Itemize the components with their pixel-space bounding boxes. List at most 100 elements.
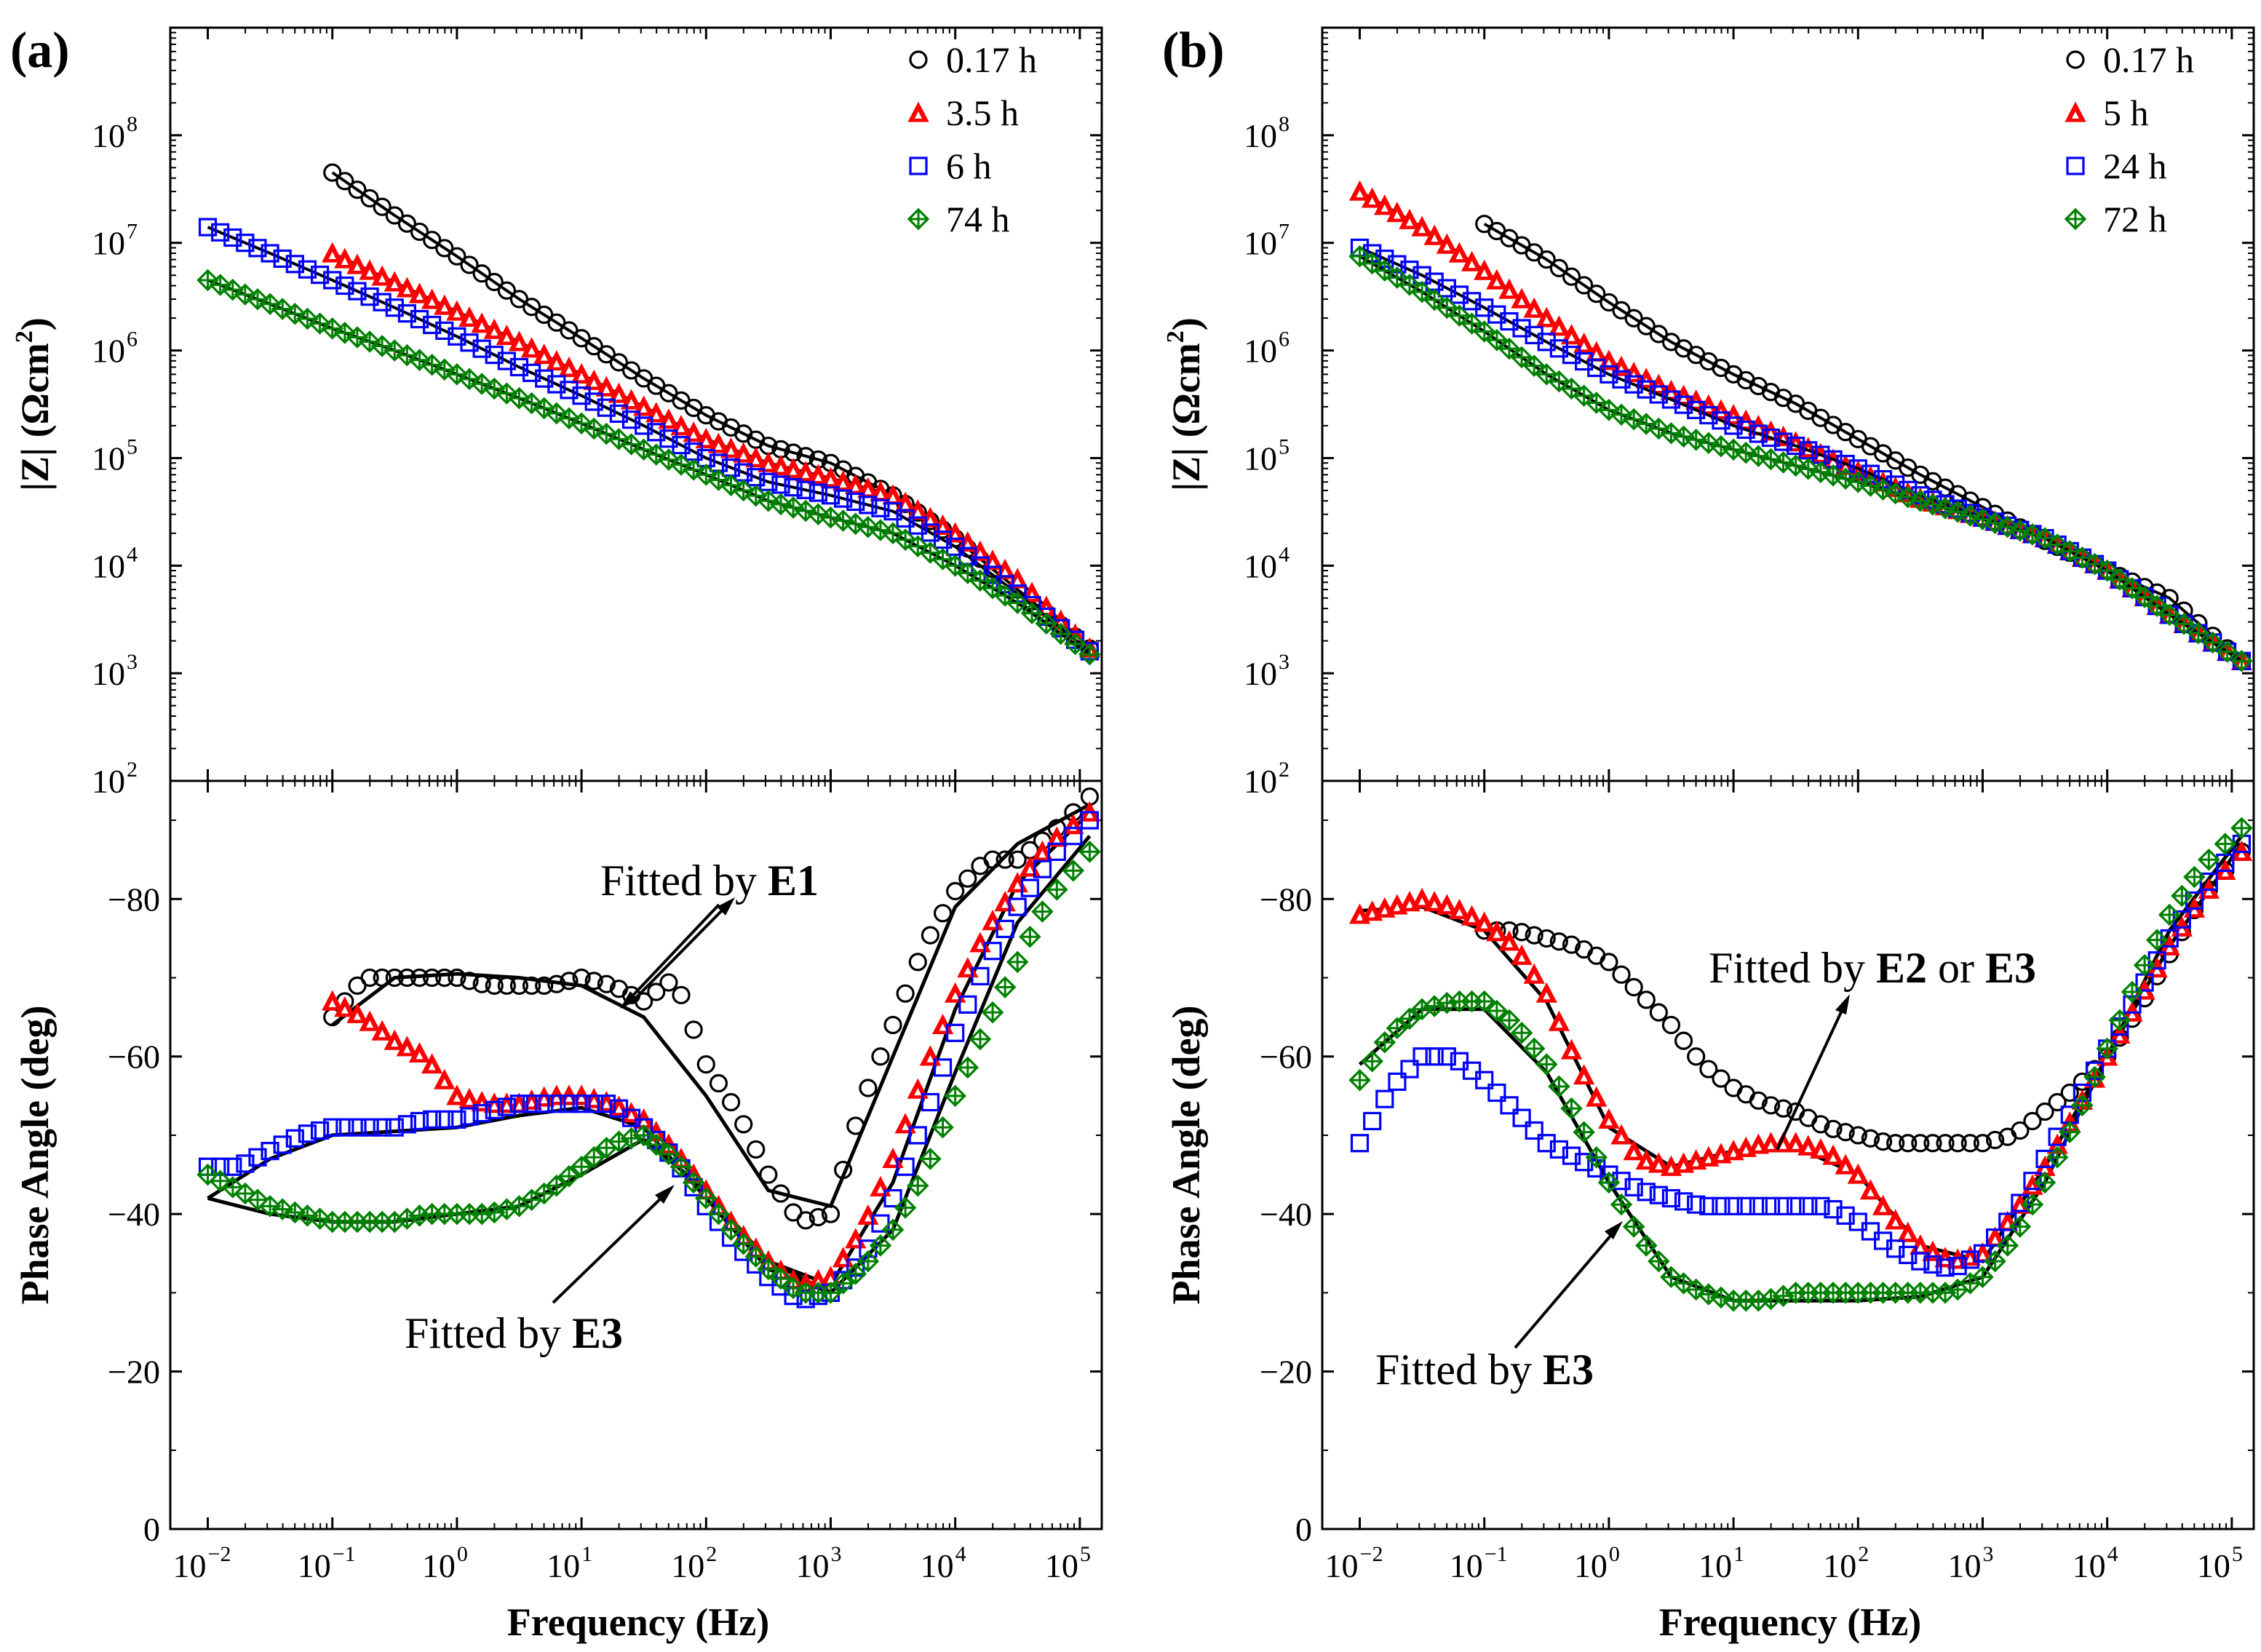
panel-a-phase-point-74-h-outline (258, 1195, 282, 1218)
panel-b-x-tick-label: 10 (1947, 1547, 1981, 1584)
panel-b-phase-point-24-h (1661, 1188, 1681, 1208)
panel-b-phase-point-72-h (2198, 848, 2220, 871)
panel-a-impedance-point-74-h (296, 307, 319, 330)
panel-b-phase-point-0-17-h (1773, 1099, 1793, 1118)
panel-a-impedance-point-6-h (522, 363, 541, 382)
panel-a-phase-point-74-h-outline (956, 1056, 979, 1079)
panel-a-phase-point-0-17-h (946, 881, 965, 901)
panel-b-phase-point-0-17-h (1512, 923, 1531, 942)
panel-b-phase-point-72-h (1573, 1121, 1595, 1143)
panel-b-legend-marker-72-h-outline (2064, 207, 2087, 231)
panel-a-phase-point-6-h (609, 1099, 629, 1118)
panel-a-phase-point-74-h-outline (769, 1267, 792, 1290)
panel-b-impedance-point-5-h-inner (1667, 389, 1675, 397)
panel-b-impedance-point-24-h (1661, 390, 1681, 409)
panel-a-impedance-point-74-h (333, 322, 357, 344)
panel-b-phase-y-tick-label: −40 (1260, 1196, 1312, 1233)
panel-b-phase-point-5-h-inner (1567, 1049, 1575, 1057)
panel-b-impedance-point-72-h-outline (1859, 474, 1882, 497)
panel-a-impedance-point-74-h-outline (881, 522, 905, 545)
panel-b-impedance-point-5-h-inner (1555, 325, 1563, 333)
panel-b-phase-point-72-h-outline (1498, 1009, 1521, 1032)
panel-a-phase-point-6-h (996, 919, 1014, 939)
panel-a-phase-y-tick-label: −40 (108, 1196, 160, 1233)
panel-b-phase-point-72-h (2171, 884, 2193, 908)
panel-a-impedance-point-3-5-h-inner (790, 467, 798, 475)
panel-a-phase-point-3-5-h-inner (328, 999, 336, 1007)
panel-b-phase-point-5-h-inner (2016, 1203, 2024, 1211)
panel-a-x-tick-exponent: 3 (830, 1542, 841, 1566)
panel-a-impedance-point-74-h (1064, 632, 1086, 656)
panel-b-impedance-point-72-h (2216, 640, 2238, 663)
panel-a-impedance-point-74-h-outline (1035, 612, 1058, 635)
panel-b-impedance-point-5-h-inner (1605, 359, 1613, 367)
panel-b-phase-point-24-h (1799, 1196, 1818, 1215)
panel-a-phase-point-0-17-h (796, 1211, 815, 1230)
panel-a-impedance-point-0-17-h (460, 255, 479, 274)
panel-b-phase-point-0-17-h (1936, 1134, 1955, 1153)
panel-a-impedance-point-74-h (209, 274, 231, 296)
panel-a-impedance-point-74-h-outline (981, 576, 1004, 600)
panel-a-phase-point-3-5-h-inner (528, 1099, 536, 1107)
panel-a-phase-point-0-17-h (423, 968, 442, 988)
panel-b-impedance-axis-title: |Z| (Ωcm2) (1162, 317, 1208, 491)
panel-a-impedance-point-3-5-h-inner (902, 501, 910, 509)
panel-a-impedance-point-74-h (907, 535, 929, 557)
panel-b-phase-point-0-17-h (1948, 1134, 1967, 1153)
panel-a-phase-fit-e1-fit-0-17-h (331, 803, 1091, 1209)
panel-b-impedance-point-72-h (1510, 346, 1533, 369)
ylabel-main: |Z| (Ωcm (1164, 343, 1208, 491)
panel-b-impedance-point-72-h-outline (2071, 546, 2094, 569)
panel-b-impedance-point-0-17-h (1562, 267, 1581, 286)
panel-b-impedance-point-72-h (1398, 274, 1421, 296)
panel-b-x-tick-label: 10 (1325, 1547, 1359, 1584)
panel-b-phase-point-5-h-inner (1530, 973, 1538, 981)
panel-a-impedance-point-3-5-h-inner (776, 464, 784, 472)
panel-a-phase-point-0-17-h (547, 974, 566, 993)
panel-b-phase-point-72-h (1498, 1009, 1521, 1032)
panel-a-phase-point-6-h (921, 1092, 939, 1112)
panel-b-impedance-point-72-h-outline (1772, 451, 1795, 474)
panel-b-annotation-e2-e3-normal2: or (1927, 944, 1985, 992)
panel-a-phase-point-74-h-outline (993, 976, 1017, 998)
panel-b-phase-point-0-17-h (1973, 1134, 1992, 1153)
panel-b-impedance-point-5-h-inner (1829, 458, 1837, 466)
panel-a-impedance-point-3-5-h-inner (677, 424, 686, 432)
panel-b-phase-point-72-h-outline (1996, 1234, 2019, 1257)
panel-a-impedance-point-74-h-outline (931, 548, 954, 571)
panel-b-phase-point-5-h-inner (1380, 907, 1388, 915)
panel-b-phase-point-0-17-h (2023, 1111, 2042, 1131)
panel-b-phase-point-5-h-inner (1630, 1149, 1638, 1157)
panel-a-impedance-point-74-h-outline (520, 392, 543, 415)
panel-b-phase-point-24-h (2199, 872, 2218, 891)
panel-a-phase-point-0-17-h (509, 976, 529, 995)
panel-a-impedance-point-74-h-outline (993, 584, 1017, 607)
panel-a-phase-axis-title: Phase Angle (deg) (13, 1006, 57, 1305)
panel-a-phase-point-0-17-h (771, 1184, 790, 1203)
panel-b-impedance-point-72-h (2059, 540, 2081, 563)
panel-a-impedance-point-6-h (597, 398, 616, 417)
panel-a-phase-point-74-h (969, 1028, 992, 1051)
panel-a-phase-point-74-h-outline (408, 1204, 431, 1227)
panel-a-phase-point-3-5-h-inner (951, 992, 959, 1000)
panel-b-impedance-point-72-h-outline (2216, 640, 2238, 663)
panel-a-impedance-y-tick-exponent: 7 (127, 220, 138, 244)
panel-a-impedance-point-6-h (285, 255, 304, 274)
panel-b-impedance-point-72-h-outline (1872, 478, 1894, 501)
panel-b-phase-point-72-h-outline (2021, 1193, 2044, 1216)
panel-b-impedance-point-72-h (1498, 337, 1521, 360)
panel-a-phase-point-3-5-h-inner (1038, 850, 1046, 858)
panel-b-impedance-point-72-h-outline (1423, 288, 1446, 311)
panel-a-phase-point-3-5-h-inner (963, 966, 971, 974)
panel-b-impedance-point-5-h-inner (1455, 252, 1463, 260)
panel-a-phase-point-6-h (621, 1108, 641, 1127)
panel-a-impedance-point-6-h (821, 486, 841, 505)
panel-b-phase-point-5-h-inner (1418, 897, 1426, 905)
panel-b-phase-point-24-h (1986, 1228, 2005, 1247)
panel-b-phase-point-0-17-h (2011, 1121, 2030, 1140)
panel-a-x-tick-exponent: 5 (1080, 1542, 1091, 1566)
panel-a-phase-point-6-h (883, 1188, 902, 1208)
panel-b-phase-point-5-h-inner (2041, 1165, 2049, 1173)
panel-a-impedance-point-74-h-outline (470, 373, 493, 395)
